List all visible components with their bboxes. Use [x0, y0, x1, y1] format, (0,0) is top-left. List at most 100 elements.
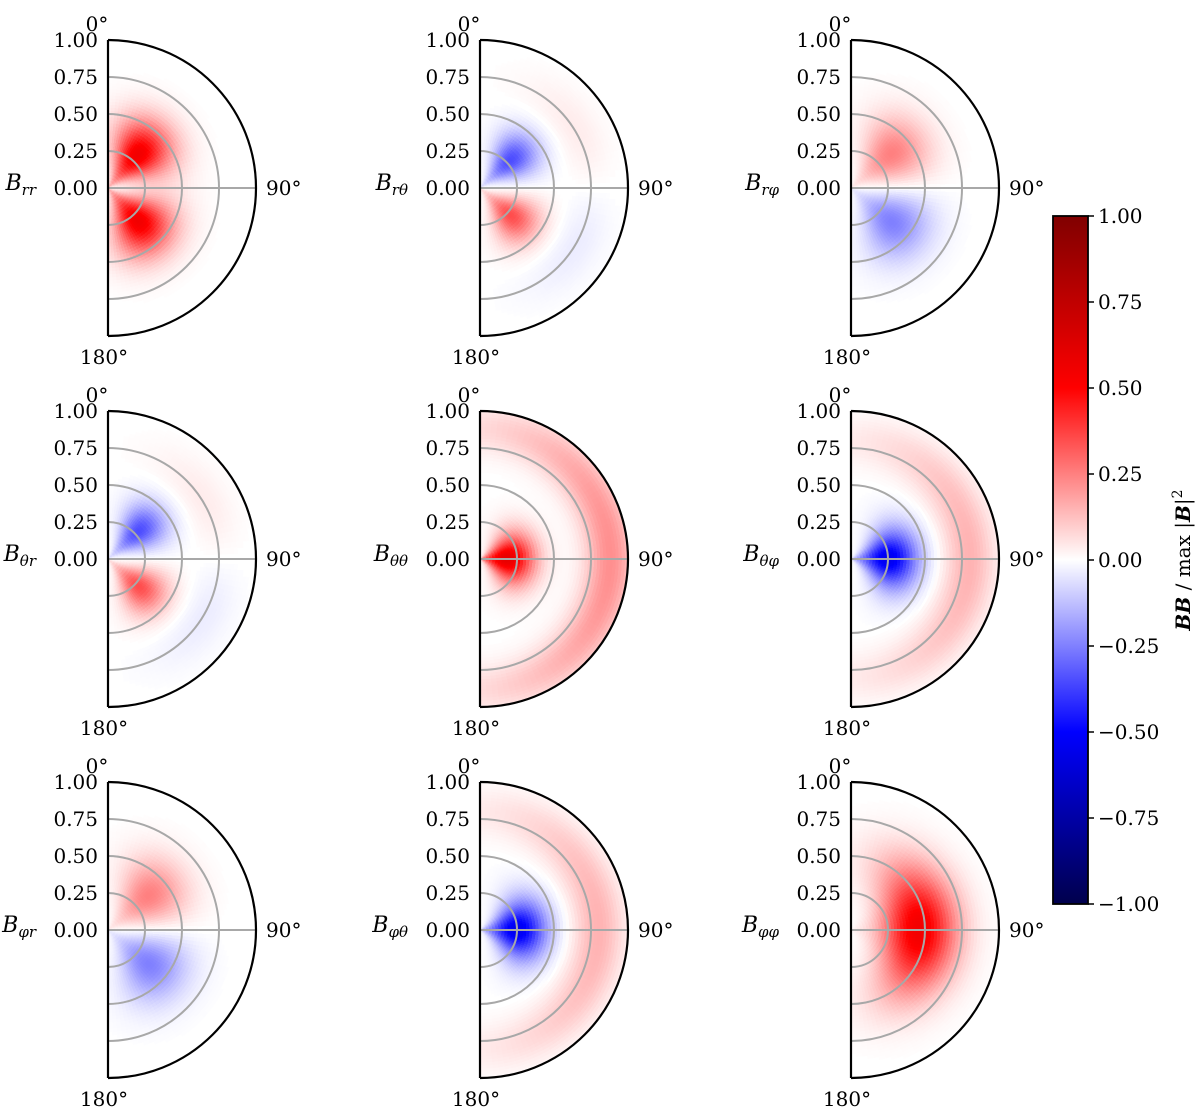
heatmap-cell: [110, 175, 112, 180]
heatmap-cell: [558, 173, 564, 178]
heatmap-cell: [110, 196, 113, 201]
heatmap-cell: [126, 190, 130, 192]
heatmap-cell: [115, 181, 120, 184]
heatmap-cell: [115, 201, 119, 205]
heatmap-cell: [109, 182, 112, 186]
heatmap-cell: [111, 193, 114, 197]
heatmap-cell: [126, 198, 130, 202]
heatmap-cell: [108, 184, 110, 188]
heatmap-cell: [121, 179, 126, 182]
heatmap-cell: [110, 193, 112, 198]
heatmap-cell: [111, 192, 115, 196]
heatmap-cell: [125, 193, 130, 196]
heatmap-cell: [110, 189, 114, 192]
panel-grid: 0.000.250.500.751.000°90°180°Brr 0.000.25…: [1, 12, 1044, 1111]
heatmap-cell: [111, 179, 114, 184]
heatmap-cell: [127, 196, 132, 199]
heatmap-cell: [109, 193, 112, 198]
heatmap-cell: [129, 191, 133, 194]
heatmap-cell: [116, 191, 120, 194]
heatmap-cell: [112, 195, 115, 200]
heatmap-cell: [117, 177, 121, 181]
heatmap-cell: [115, 171, 118, 175]
heatmap-cell: [115, 201, 118, 205]
heatmap-cell: [121, 194, 126, 197]
heatmap-cell: [110, 193, 113, 197]
heatmap-cell: [114, 174, 118, 178]
heatmap-cell: [115, 204, 118, 209]
heatmap-cell: [109, 182, 112, 186]
heatmap-cell: [114, 174, 117, 178]
heatmap-cell: [110, 189, 114, 192]
heatmap-cell: [110, 179, 113, 183]
heatmap-cell: [125, 181, 130, 184]
heatmap-cell: [110, 193, 113, 197]
heatmap-cell: [114, 167, 117, 171]
heatmap-cell: [110, 189, 115, 191]
heatmap-cell: [111, 192, 115, 196]
heatmap-cell: [114, 194, 118, 198]
heatmap-cell: [110, 175, 113, 180]
heatmap-cell: [110, 182, 113, 186]
heatmap-cell: [108, 188, 110, 192]
heatmap-cell: [110, 188, 115, 191]
heatmap-cell: [116, 192, 120, 195]
radial-tick-label: 0.00: [53, 176, 98, 200]
heatmap-cell: [126, 191, 130, 193]
heatmap-cell: [115, 207, 118, 212]
heatmap-cell: [123, 190, 127, 193]
heatmap-cell: [108, 190, 111, 195]
heatmap-cell: [112, 160, 115, 164]
heatmap-cell: [115, 197, 119, 201]
heatmap-cell: [117, 178, 122, 181]
heatmap-cell: [124, 196, 128, 200]
heatmap-cell: [114, 198, 118, 202]
heatmap-cell: [122, 169, 126, 173]
heatmap-cell: [111, 169, 114, 174]
heatmap-cell: [112, 176, 115, 180]
heatmap-cell: [113, 190, 118, 193]
heatmap-cell: [125, 191, 130, 194]
heatmap-cell: [113, 163, 116, 168]
heatmap-cell: [114, 185, 118, 187]
heatmap-cell: [110, 183, 113, 186]
heatmap-cell: [117, 203, 120, 208]
heatmap-cell: [121, 178, 125, 181]
heatmap-cell: [121, 193, 126, 197]
heatmap-cell: [113, 191, 117, 194]
heatmap-cell: [113, 190, 117, 193]
heatmap-cell: [112, 181, 116, 184]
heatmap-cell: [125, 194, 129, 197]
heatmap-cell: [115, 167, 118, 172]
heatmap-cell: [119, 192, 124, 195]
heatmap-cell: [113, 183, 117, 186]
heatmap-cell: [110, 183, 113, 186]
heatmap-cell: [110, 172, 113, 177]
heatmap-cell: [109, 178, 112, 183]
heatmap-cell: [124, 176, 128, 180]
heatmap-cell: [119, 183, 124, 185]
heatmap-cell: [110, 185, 115, 187]
heatmap-cell: [111, 176, 114, 180]
heatmap-cell: [110, 185, 115, 188]
heatmap-cell: [122, 192, 127, 195]
heatmap-cell: [114, 205, 117, 209]
heatmap-cell: [117, 207, 120, 211]
heatmap-cell: [125, 192, 130, 195]
heatmap-cell: [110, 190, 113, 194]
heatmap-cell: [128, 181, 133, 184]
heatmap-cell: [116, 200, 120, 204]
heatmap-cell: [122, 180, 126, 183]
heatmap-cell: [115, 180, 119, 183]
heatmap-cell: [108, 190, 111, 195]
radial-tick-label: 0.25: [53, 139, 98, 163]
heatmap-cell: [112, 166, 115, 171]
heatmap-cell: [116, 184, 121, 186]
heatmap-cell: [108, 188, 112, 190]
heatmap-cell: [109, 194, 111, 198]
heatmap-cell: [109, 190, 112, 194]
heatmap-cell: [111, 193, 114, 197]
heatmap-cell: [126, 183, 130, 185]
heatmap-cell: [116, 176, 120, 180]
